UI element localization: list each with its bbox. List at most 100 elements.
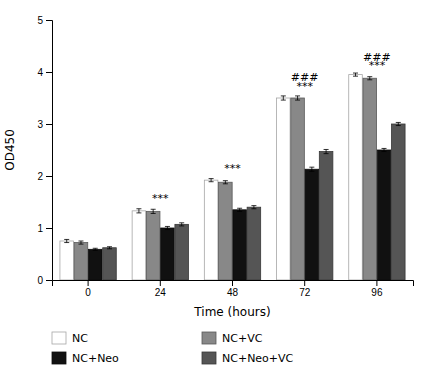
x-tick-label: 48 xyxy=(227,287,239,298)
x-tick: 72 xyxy=(299,280,311,298)
bar xyxy=(161,228,175,280)
bar xyxy=(233,210,247,280)
bar xyxy=(247,207,261,280)
y-tick: 4 xyxy=(37,67,52,78)
y-tick-mark xyxy=(46,72,52,73)
x-tick-label: 96 xyxy=(371,287,383,298)
bar xyxy=(319,152,333,280)
y-tick-label: 1 xyxy=(37,223,43,234)
legend-item: NC+VC xyxy=(202,332,263,345)
annotations: ******###***###*** xyxy=(152,51,391,205)
x-tick-label: 0 xyxy=(85,287,91,298)
x-tick-mark xyxy=(160,280,161,286)
y-tick-label: 4 xyxy=(37,67,43,78)
x-tick-mark xyxy=(232,280,233,286)
y-tick-label: 5 xyxy=(37,15,43,26)
y-tick-label: 3 xyxy=(37,119,43,130)
error-bar xyxy=(237,208,242,211)
error-bar xyxy=(353,73,358,76)
error-bar xyxy=(64,239,69,242)
y-axis-title: OD450 xyxy=(3,129,17,171)
y-tick: 3 xyxy=(37,119,52,130)
error-bar xyxy=(151,209,156,213)
y-tick: 1 xyxy=(37,223,52,234)
legend-swatch xyxy=(52,352,66,364)
legend-item: NC+Neo xyxy=(52,352,119,365)
y-tick-mark xyxy=(46,20,52,21)
bar xyxy=(60,241,74,280)
error-bar xyxy=(367,77,372,80)
error-bar xyxy=(251,206,256,209)
legend-label: NC+VC xyxy=(222,332,263,345)
y-tick-label: 2 xyxy=(37,171,43,182)
series xyxy=(103,122,405,280)
y-tick: 0 xyxy=(37,275,52,286)
series xyxy=(88,148,390,280)
error-bar xyxy=(93,248,98,250)
error-bar xyxy=(136,209,141,213)
y-tick-mark xyxy=(46,280,52,281)
bar xyxy=(88,249,102,280)
bar xyxy=(103,248,117,280)
error-bar xyxy=(324,149,329,153)
bar xyxy=(363,78,377,280)
series xyxy=(74,77,376,280)
bar xyxy=(392,124,406,280)
legend-swatch xyxy=(52,332,66,344)
y-tick: 2 xyxy=(37,171,52,182)
y-tick-mark xyxy=(46,124,52,125)
legend: NC NC+VC NC+Neo NC+Neo+VC xyxy=(52,332,294,365)
bar xyxy=(349,75,363,280)
x-tick: 24 xyxy=(155,280,167,298)
x-tick-mark xyxy=(88,280,89,286)
legend-item: NC xyxy=(52,332,88,345)
x-tick-label: 24 xyxy=(155,287,167,298)
x-tick: 48 xyxy=(227,280,239,298)
error-bar xyxy=(396,122,401,125)
error-bar xyxy=(209,179,214,182)
error-bar xyxy=(107,247,112,249)
error-bar xyxy=(295,96,300,100)
y-tick-mark xyxy=(46,228,52,229)
error-bar xyxy=(382,148,387,151)
annotation: *** xyxy=(224,162,241,175)
error-bar xyxy=(309,167,314,171)
plot: 012345024487296******###***###*** xyxy=(37,15,413,298)
x-tick: 0 xyxy=(85,280,91,298)
legend-item: NC+Neo+VC xyxy=(202,352,294,365)
legend-swatch xyxy=(202,332,216,344)
bar xyxy=(146,211,160,280)
bar xyxy=(219,182,233,280)
legend-label: NC xyxy=(72,332,88,345)
x-axis-title: Time (hours) xyxy=(193,305,270,319)
bar xyxy=(175,224,189,280)
bar xyxy=(74,243,88,280)
bar xyxy=(204,180,218,280)
marks xyxy=(60,73,405,280)
x-tick-mark xyxy=(376,280,377,286)
annotation: *** xyxy=(152,192,169,205)
annotation: *** xyxy=(369,59,386,72)
y-axis-line xyxy=(46,21,53,281)
y-axis: 0 1 2 3 4 5 xyxy=(37,15,52,286)
y-tick: 5 xyxy=(37,15,52,26)
bar xyxy=(291,98,305,280)
x-axis: 0 24 48 72 96 xyxy=(53,280,414,298)
error-bar xyxy=(165,226,170,229)
error-bar xyxy=(281,96,286,100)
x-tick-mark xyxy=(304,280,305,286)
bar xyxy=(277,98,291,280)
x-tick-label: 72 xyxy=(299,287,311,298)
legend-label: NC+Neo xyxy=(72,352,119,365)
legend-swatch xyxy=(202,352,216,364)
x-tick: 96 xyxy=(371,280,383,298)
bar xyxy=(132,211,146,280)
legend-label: NC+Neo+VC xyxy=(222,352,294,365)
x-axis-line xyxy=(53,281,414,287)
bar xyxy=(305,169,319,280)
series xyxy=(60,73,362,280)
y-tick-label: 0 xyxy=(37,275,43,286)
chart: 012345024487296******###***###***Time (h… xyxy=(0,0,428,380)
bar xyxy=(377,150,391,280)
annotation: *** xyxy=(296,80,313,93)
